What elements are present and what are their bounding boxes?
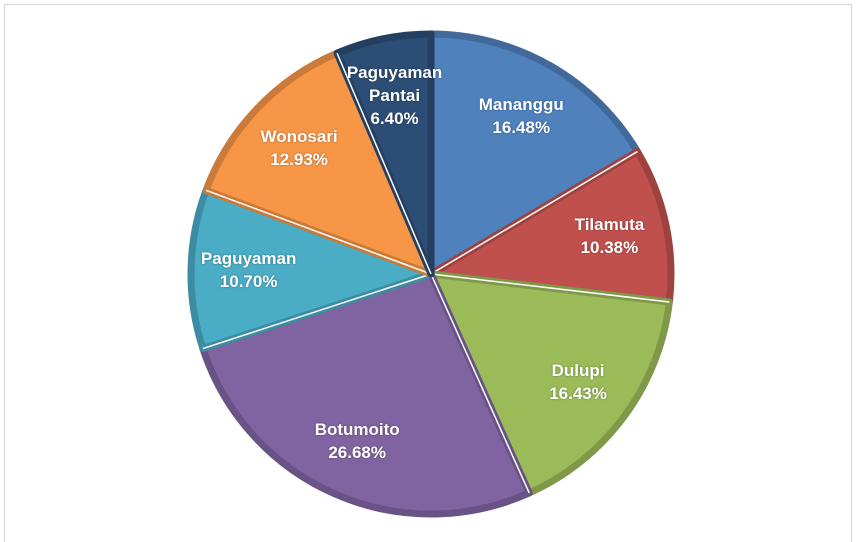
pie-slice: [199, 270, 533, 518]
slice-label: Wonosari 12.93%: [243, 125, 355, 171]
value-label: 10.38%: [580, 238, 639, 258]
slice-separator: [430, 273, 670, 303]
pie-slice: [427, 30, 641, 278]
slice-label: Botumoito 26.68%: [301, 418, 413, 464]
pie-slice: [427, 270, 673, 497]
slice-label: Tilamuta 10.38%: [553, 213, 665, 259]
pie-slice: [187, 186, 435, 353]
pie-slice: [333, 30, 435, 278]
slice-label: Dulupi 16.43%: [522, 359, 634, 405]
category-label: Paguyaman Pantai: [346, 62, 443, 105]
category-label: Dulupi: [551, 360, 605, 380]
value-label: 10.70%: [219, 272, 278, 292]
slice-label: Paguyaman Pantai 6.40%: [339, 61, 451, 130]
slice-separator: [202, 273, 432, 350]
value-label: 12.93%: [270, 150, 328, 169]
value-label: 6.40%: [370, 108, 419, 128]
category-label: Mananggu: [478, 94, 564, 114]
slice-separator: [430, 273, 530, 494]
value-label: 26.68%: [328, 442, 387, 462]
pie-slice: [427, 148, 675, 306]
slice-label: Paguyaman 10.70%: [193, 247, 305, 293]
category-label: Wonosari: [260, 127, 338, 146]
pie-slice: [202, 49, 435, 278]
slice-separator: [336, 52, 432, 275]
category-label: Paguyaman: [200, 249, 297, 269]
slice-separator: [205, 189, 432, 275]
chart-frame: [4, 4, 852, 542]
slice-separator: [430, 150, 638, 275]
value-label: 16.43%: [549, 383, 607, 403]
category-label: Botumoito: [314, 419, 400, 439]
value-label: 16.48%: [492, 117, 551, 137]
slice-label: Mananggu 16.48%: [465, 93, 577, 139]
category-label: Tilamuta: [574, 215, 645, 235]
